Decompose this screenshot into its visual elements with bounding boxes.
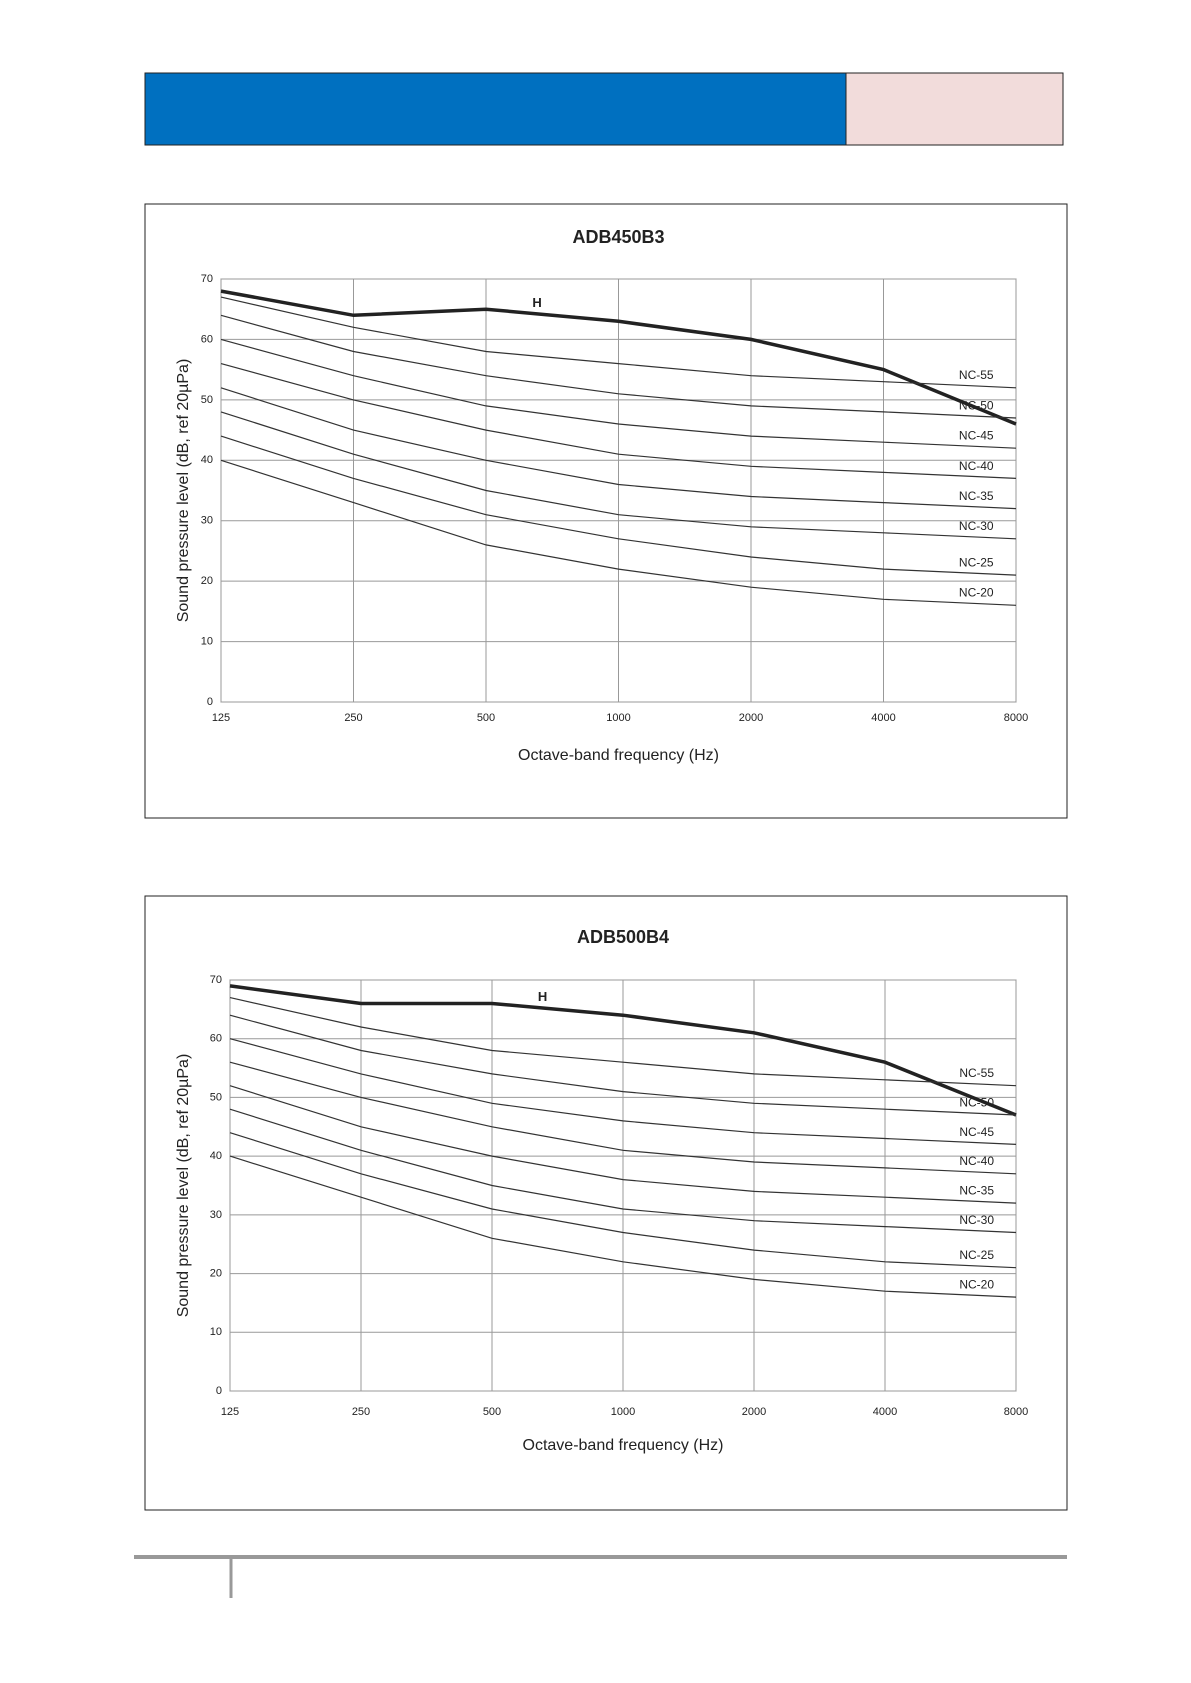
y-tick-label: 10 <box>201 635 213 647</box>
chart-title: ADB500B4 <box>577 927 669 947</box>
header-bar <box>144 72 847 146</box>
y-axis-title: Sound pressure level (dB, ref 20µPa) <box>175 359 192 623</box>
nc-curve <box>229 1061 1017 1175</box>
x-tick-label: 8000 <box>1004 712 1028 724</box>
chart-frame <box>144 203 1068 819</box>
y-tick-label: 60 <box>210 1033 222 1045</box>
series-label: NC-45 <box>959 429 994 443</box>
series-label: NC-20 <box>959 586 994 600</box>
nc-curve <box>220 363 1017 479</box>
y-tick-label: 50 <box>210 1091 222 1103</box>
x-tick-label: 2000 <box>739 712 763 724</box>
y-tick-label: 40 <box>201 454 213 466</box>
nc-curve <box>220 387 1017 510</box>
nc-curve <box>220 411 1017 540</box>
y-tick-label: 60 <box>201 333 213 345</box>
x-tick-label: 500 <box>477 712 495 724</box>
series-label: NC-40 <box>959 1154 994 1168</box>
series-label: NC-35 <box>959 1184 994 1198</box>
series-label: NC-25 <box>959 1248 994 1262</box>
series-label: NC-55 <box>959 368 994 382</box>
y-tick-label: 20 <box>210 1267 222 1279</box>
nc-curve <box>229 1014 1017 1116</box>
series-label: H <box>532 295 541 310</box>
series-label: NC-30 <box>959 519 994 533</box>
nc-curve <box>229 1038 1017 1145</box>
series-label: NC-40 <box>959 459 994 473</box>
x-tick-label: 250 <box>352 1406 370 1418</box>
y-tick-label: 70 <box>201 273 213 285</box>
y-tick-label: 20 <box>201 575 213 587</box>
nc-curve <box>229 1085 1017 1204</box>
nc-curve <box>229 1132 1017 1269</box>
chart-title: ADB450B3 <box>572 227 664 247</box>
x-axis-title: Octave-band frequency (Hz) <box>518 747 719 764</box>
nc-curve <box>220 338 1017 449</box>
nc-curve <box>229 1155 1017 1298</box>
nc-curve <box>220 459 1017 606</box>
header-box <box>845 72 1064 146</box>
y-tick-label: 70 <box>210 974 222 986</box>
series-label: NC-25 <box>959 555 994 569</box>
nc-curve <box>220 435 1017 576</box>
y-tick-label: 0 <box>216 1385 222 1397</box>
x-tick-label: 8000 <box>1004 1406 1028 1418</box>
series-label: NC-45 <box>959 1125 994 1139</box>
x-tick-label: 125 <box>221 1406 239 1418</box>
y-tick-label: 40 <box>210 1150 222 1162</box>
chart-frame <box>144 895 1068 1511</box>
x-tick-label: 4000 <box>871 712 895 724</box>
nc-curve <box>229 1108 1017 1234</box>
x-tick-label: 500 <box>483 1406 501 1418</box>
y-tick-label: 30 <box>210 1209 222 1221</box>
series-label: NC-35 <box>959 489 994 503</box>
series-label: NC-20 <box>959 1277 994 1291</box>
series-label: NC-30 <box>959 1213 994 1227</box>
x-tick-label: 1000 <box>611 1406 635 1418</box>
y-axis-title: Sound pressure level (dB, ref 20µPa) <box>175 1054 192 1318</box>
series-label: NC-50 <box>959 398 994 412</box>
series-label: NC-50 <box>959 1095 994 1109</box>
y-tick-label: 30 <box>201 515 213 527</box>
x-tick-label: 1000 <box>606 712 630 724</box>
main-series-line <box>229 984 1017 1117</box>
main-series-line <box>220 289 1017 426</box>
y-tick-label: 50 <box>201 394 213 406</box>
x-axis-title: Octave-band frequency (Hz) <box>523 1437 724 1454</box>
nc-curve <box>220 314 1017 419</box>
x-tick-label: 2000 <box>742 1406 766 1418</box>
nc-curve <box>229 997 1017 1087</box>
nc-curve <box>220 296 1017 389</box>
x-tick-label: 4000 <box>873 1406 897 1418</box>
x-tick-label: 125 <box>212 712 230 724</box>
series-label: H <box>538 989 547 1004</box>
x-tick-label: 250 <box>344 712 362 724</box>
y-tick-label: 10 <box>210 1326 222 1338</box>
series-label: NC-55 <box>959 1066 994 1080</box>
y-tick-label: 0 <box>207 696 213 708</box>
